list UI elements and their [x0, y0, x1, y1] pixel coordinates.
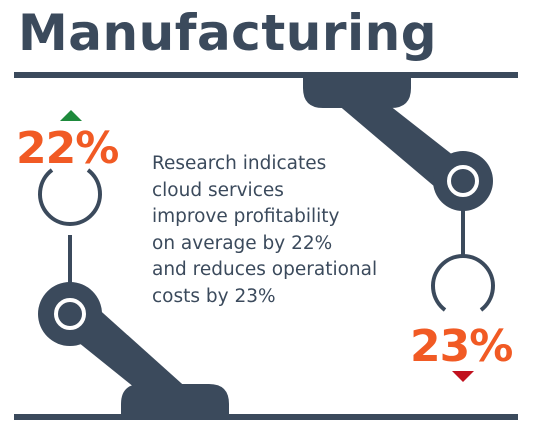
research-text-line: costs by 23%	[152, 285, 276, 307]
top-rail	[14, 72, 518, 78]
profitability-stat: 22%	[16, 123, 119, 174]
page-title: Manufacturing	[18, 4, 437, 62]
research-text-line: Research indicates	[152, 153, 327, 174]
bottom-rail	[14, 414, 518, 420]
down-arrow-icon	[452, 371, 474, 382]
research-text-line: improve profitability	[152, 206, 340, 227]
robotic-arm-bottom	[38, 168, 229, 414]
cost-reduction-stat: 23%	[410, 321, 513, 372]
research-text-line: and reduces operational	[152, 259, 378, 280]
up-arrow-icon	[60, 110, 82, 121]
research-text-line: cloud services	[152, 179, 284, 201]
research-text: Research indicates cloud services improv…	[152, 151, 422, 310]
robotic-arm-top	[303, 78, 495, 312]
research-text-line: on average by 22%	[152, 232, 333, 254]
